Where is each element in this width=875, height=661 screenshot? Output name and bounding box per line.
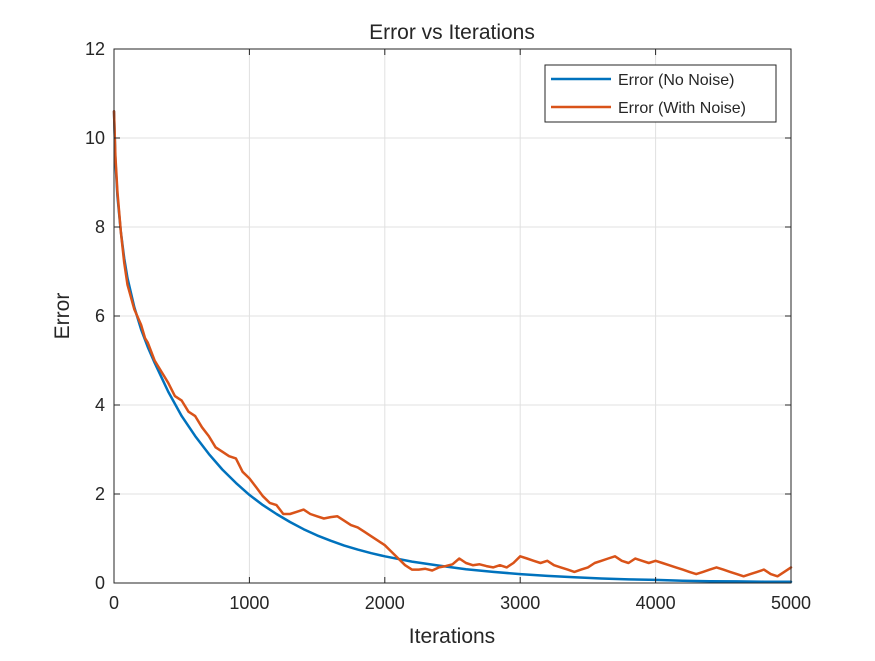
x-tick-label: 1000	[229, 593, 269, 613]
axis-ticks: 0 1000 2000 3000 4000 5000 0 2 4 6 8 10 12	[85, 39, 811, 613]
y-tick-label: 8	[95, 217, 105, 237]
grid-lines	[113, 48, 792, 584]
y-tick-label: 6	[95, 306, 105, 326]
legend-entry-1: Error (No Noise)	[618, 72, 734, 89]
x-tick-label: 3000	[500, 593, 540, 613]
series-line-2	[112, 110, 793, 578]
y-tick-label: 2	[95, 484, 105, 504]
series-layer	[112, 110, 793, 583]
x-axis-label: Iterations	[409, 625, 495, 648]
x-tick-label: 2000	[365, 593, 405, 613]
y-tick-label: 10	[85, 128, 105, 148]
y-axis-label: Error	[51, 293, 74, 340]
legend-box	[544, 64, 777, 123]
x-tick-label: 5000	[771, 593, 811, 613]
x-tick-label: 4000	[636, 593, 676, 613]
legend: Error (No Noise) Error (With Noise)	[544, 64, 777, 123]
series-line-1	[112, 110, 793, 583]
chart-title: Error vs Iterations	[369, 21, 535, 44]
y-tick-label: 0	[95, 573, 105, 593]
y-tick-label: 12	[85, 39, 105, 59]
y-tick-label: 4	[95, 395, 105, 415]
legend-entry-2: Error (With Noise)	[618, 100, 746, 117]
x-tick-label: 0	[109, 593, 119, 613]
